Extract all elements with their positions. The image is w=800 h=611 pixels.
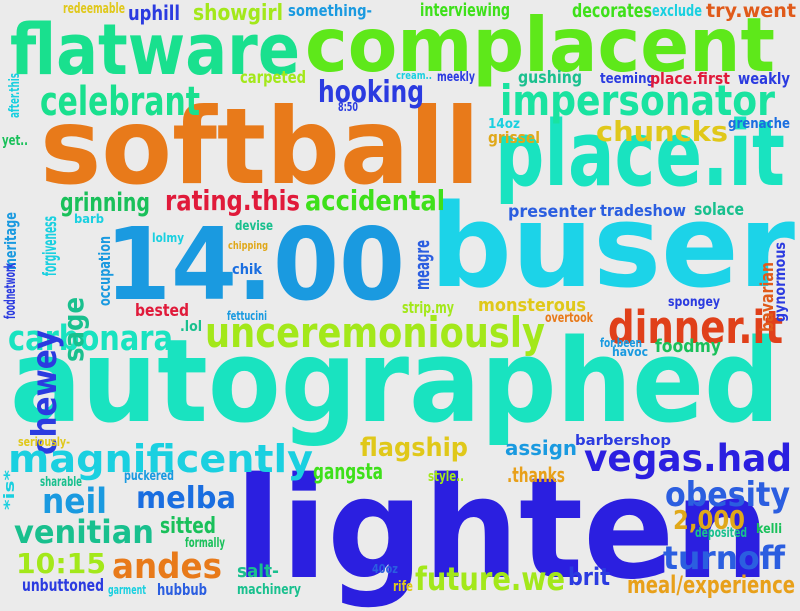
word: machinery [237,582,301,598]
word: presenter [508,202,596,222]
word: carpeted [240,68,306,88]
word: occupation [95,236,114,306]
word: deposited [695,526,747,541]
word: 14oz [488,117,520,132]
word: melba [136,481,236,516]
word: obesity [665,475,790,515]
word: flatware [10,9,300,91]
word: meritage [1,212,20,270]
word: .lol [180,319,202,335]
word: foodmy [655,336,721,357]
word: unceremoniously [205,308,545,357]
word: turnoff [663,539,785,577]
word: 8:50 [338,100,358,114]
word: softball [40,86,480,208]
word: carbonara [8,319,173,359]
word: kelli [756,522,782,537]
word: overtook [545,311,593,326]
word: complacent [305,1,775,89]
word: grissel [488,128,540,147]
word: barbershop [575,433,671,449]
word: gynormous [771,242,789,322]
word: grenache [728,116,790,132]
word: meal/experience [627,571,795,599]
word: redeemable [63,1,125,17]
word: hubbub [157,580,207,599]
word: brit [568,563,610,591]
word: monsterous [478,295,586,316]
word: place.first [650,69,730,88]
word: 2,000 [673,506,745,536]
word: andes [112,547,222,587]
word: chik [232,262,262,278]
word: after.this [7,73,23,118]
word: showgirl [193,1,283,26]
word: *is* [2,470,18,510]
word: yet.. [2,133,28,149]
word: spongey [668,295,720,310]
word: devise [235,219,273,234]
word: sitted [160,514,216,539]
word: rife [393,579,413,595]
word: teeming [600,71,655,87]
word: cream.. [396,69,432,82]
word: seriously- [18,435,70,449]
word: unbuttoned [22,576,104,596]
word: uphill [128,1,180,25]
word: lighten [235,448,770,611]
word: 10:15 [16,547,106,580]
word: sharable [40,475,82,490]
word: grinning [60,188,150,218]
word: formally [185,536,225,551]
word: lolmy [152,231,184,245]
word: hooking [318,75,424,110]
word: impersonator [500,76,775,125]
word: venitian [14,513,154,551]
word: gushing [518,68,582,88]
word: weakly [738,69,790,88]
word: dinner.it [608,301,783,354]
word: gangsta [313,460,383,485]
word: garment [108,583,146,597]
word: assign [505,436,577,460]
word: forgiveness [39,216,61,276]
word: 14.00 [105,206,405,323]
word: magnificently [8,437,313,481]
word: foodnetwork [1,263,19,319]
word: decorates [572,0,652,22]
word: strip.my [402,298,454,317]
word: solace [694,200,744,220]
word: fettucini [227,309,267,323]
word: salt- [237,561,279,582]
word: place.it [495,102,785,207]
word: celebrant [40,79,200,125]
word: rating.this [165,184,300,217]
word: meekly [437,70,475,85]
word: for.been [600,336,642,350]
word: style.. [428,469,464,485]
word: .thanks [507,463,565,487]
word: buser [430,180,795,314]
word: havoc [612,345,648,359]
word: something- [288,1,372,20]
word: autographed [10,315,780,449]
word: barb [74,212,104,226]
word: 40oz [372,562,398,576]
word: future.we [415,560,565,598]
word: chipping [228,239,268,252]
word: flagship [360,433,468,463]
word: vegas.had [584,437,792,480]
word: tradeshow [600,201,686,220]
word: neil [42,482,107,522]
word: bested [135,301,189,321]
word: puckered [124,469,174,484]
word: accidental [305,184,445,217]
word: chuncks [596,115,728,148]
word: meagre [410,240,434,290]
word: sage [57,297,90,362]
word: interviewing [420,0,510,21]
word: exclude [652,1,702,20]
word: try.went [706,0,796,22]
